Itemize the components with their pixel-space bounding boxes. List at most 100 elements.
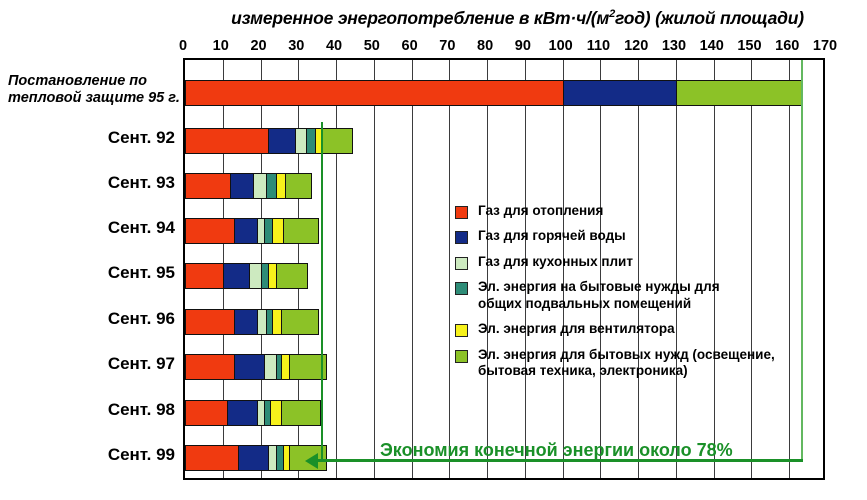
- bar-segment[interactable]: [186, 174, 232, 198]
- bar-segment[interactable]: [257, 401, 266, 425]
- gridline: [411, 60, 413, 478]
- y-axis-label-line: Сент. 95: [107, 263, 175, 282]
- bar-segment[interactable]: [235, 310, 258, 334]
- bar-segment[interactable]: [250, 264, 262, 288]
- x-tick-label: 90: [514, 38, 531, 54]
- bar-segment[interactable]: [306, 129, 317, 153]
- bar-segment[interactable]: [321, 129, 353, 153]
- bar-segment[interactable]: [269, 264, 277, 288]
- x-tick-label: 0: [178, 38, 188, 54]
- bar-segment[interactable]: [269, 446, 277, 470]
- legend-item[interactable]: Эл. энергия на бытовые нужды для общих по…: [455, 279, 860, 312]
- bar-segment[interactable]: [223, 264, 251, 288]
- bar-segment[interactable]: [267, 310, 273, 334]
- bar-segment[interactable]: [238, 446, 270, 470]
- x-tick-label: 30: [288, 38, 305, 54]
- bar-segment[interactable]: [267, 174, 277, 198]
- stacked-bar[interactable]: [185, 173, 312, 199]
- bar-segment[interactable]: [284, 219, 319, 243]
- bar-segment[interactable]: [272, 310, 283, 334]
- stacked-bar[interactable]: [185, 128, 354, 154]
- bar-segment[interactable]: [186, 355, 236, 379]
- legend-label-line: общих подвальных помещений: [478, 295, 692, 311]
- y-axis-label-line: Сент. 94: [107, 218, 175, 237]
- bar-segment[interactable]: [253, 174, 268, 198]
- bar-segment[interactable]: [276, 446, 285, 470]
- bar-segment[interactable]: [270, 401, 283, 425]
- gridline: [638, 60, 640, 478]
- bar-segment[interactable]: [186, 129, 270, 153]
- x-axis-tick-labels: 0 10 20 30 40 50 60 70 80 90 100 110 120 130 140 150 160…: [0, 38, 867, 56]
- bar-segment[interactable]: [286, 174, 311, 198]
- bar-segment[interactable]: [282, 401, 321, 425]
- bar-segment[interactable]: [231, 174, 254, 198]
- legend-color-swatch: [455, 324, 468, 338]
- bar-segment[interactable]: [235, 219, 258, 243]
- x-tick-label: 170: [812, 38, 838, 54]
- legend-item[interactable]: Газ для отопления: [455, 203, 860, 219]
- y-axis-label-line: Сент. 98: [107, 400, 175, 419]
- stacked-bar[interactable]: [185, 80, 803, 106]
- legend-color-swatch: [455, 206, 468, 219]
- bar-segment[interactable]: [295, 129, 307, 153]
- bar-segment[interactable]: [186, 219, 236, 243]
- x-tick-label: 80: [477, 38, 494, 54]
- legend-label: Эл. энергия для вентилятора: [478, 321, 675, 337]
- chart-legend: Газ для отопления Газ для горячей воды Газ…: [455, 203, 860, 389]
- legend-color-swatch: [455, 231, 468, 245]
- stacked-bar[interactable]: [185, 263, 308, 289]
- bar-segment[interactable]: [265, 219, 273, 243]
- legend-item[interactable]: Эл. энергия для бытовых нужд (освещение,…: [455, 347, 860, 380]
- bar-segment[interactable]: [676, 81, 802, 105]
- bar-segment[interactable]: [186, 264, 224, 288]
- bar-segment[interactable]: [276, 264, 307, 288]
- bar-segment[interactable]: [563, 81, 677, 105]
- bar-segment[interactable]: [276, 174, 287, 198]
- x-tick-label: 150: [737, 38, 762, 54]
- bar-segment[interactable]: [276, 355, 283, 379]
- stacked-bar[interactable]: [185, 400, 322, 426]
- legend-label: Эл. энергия для бытовых нужд (освещение,…: [478, 347, 775, 380]
- gridline: [600, 60, 602, 478]
- chart-title-superscript: 2: [609, 8, 615, 21]
- y-axis-label-year: Сент. 98: [0, 400, 175, 420]
- y-axis-label-year: Сент. 93: [0, 173, 175, 193]
- legend-item[interactable]: Газ для горячей воды: [455, 228, 860, 245]
- legend-label-line: Эл. энергия на бытовые нужды для: [478, 279, 720, 295]
- marker-line-current-total: [320, 122, 323, 460]
- bar-segment[interactable]: [186, 401, 228, 425]
- bar-segment[interactable]: [284, 446, 290, 470]
- legend-label: Газ для кухонных плит: [478, 254, 633, 270]
- gridline: [487, 60, 489, 478]
- stacked-bar[interactable]: [185, 309, 320, 335]
- bar-segment[interactable]: [269, 129, 296, 153]
- legend-label: Газ для горячей воды: [478, 228, 626, 244]
- stacked-bar[interactable]: [185, 354, 327, 380]
- savings-annotation: Экономия конечной энергии около 78%: [380, 440, 733, 460]
- bar-segment[interactable]: [282, 355, 290, 379]
- x-tick-label: 20: [250, 38, 267, 54]
- x-tick-label: 40: [325, 38, 343, 54]
- legend-item[interactable]: Эл. энергия для вентилятора: [455, 321, 860, 338]
- bar-segment[interactable]: [235, 355, 266, 379]
- x-tick-label: 70: [439, 38, 456, 54]
- x-tick-label: 120: [624, 38, 649, 54]
- bar-segment[interactable]: [261, 264, 270, 288]
- y-axis-label-year: Сент. 99: [0, 445, 175, 465]
- bar-segment[interactable]: [272, 219, 285, 243]
- bar-segment[interactable]: [265, 401, 271, 425]
- bar-segment[interactable]: [289, 355, 326, 379]
- y-axis-label-year: Сент. 92: [0, 128, 175, 148]
- bar-segment[interactable]: [186, 81, 564, 105]
- bar-segment[interactable]: [186, 446, 239, 470]
- bar-segment[interactable]: [265, 355, 277, 379]
- stacked-bar[interactable]: [185, 218, 320, 244]
- bar-segment[interactable]: [257, 219, 266, 243]
- bar-segment[interactable]: [257, 310, 268, 334]
- bar-segment[interactable]: [227, 401, 258, 425]
- legend-item[interactable]: Газ для кухонных плит: [455, 254, 860, 270]
- gridline: [562, 60, 564, 478]
- bar-segment[interactable]: [186, 310, 236, 334]
- bar-segment[interactable]: [282, 310, 319, 334]
